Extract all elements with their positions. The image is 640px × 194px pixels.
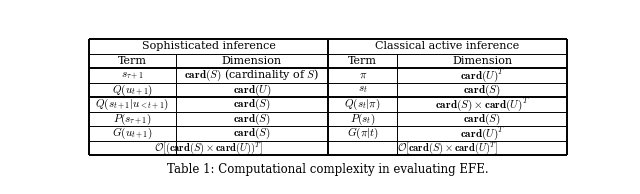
Text: $\mathbf{card}(U)^T$: $\mathbf{card}(U)^T$ bbox=[460, 67, 505, 84]
Text: $\mathbf{card}(S)$: $\mathbf{card}(S)$ bbox=[463, 82, 501, 98]
Text: $G(\pi|t)$: $G(\pi|t)$ bbox=[347, 126, 379, 141]
Text: $P(s_{\tau+1})$: $P(s_{\tau+1})$ bbox=[113, 111, 152, 127]
Text: $\mathbf{card}(S) \times \mathbf{card}(U)^T$: $\mathbf{card}(S) \times \mathbf{card}(U… bbox=[435, 96, 529, 113]
Text: $\mathbf{card}(S)$: $\mathbf{card}(S)$ bbox=[233, 126, 271, 141]
Text: $\mathcal{O}[\mathbf{card}(S) \times \mathbf{card}(U)^T]$: $\mathcal{O}[\mathbf{card}(S) \times \ma… bbox=[397, 140, 499, 156]
Text: $\mathbf{card}(S)$: $\mathbf{card}(S)$ bbox=[233, 97, 271, 112]
Text: $\mathbf{card}(S)$: $\mathbf{card}(S)$ bbox=[463, 111, 501, 127]
Text: $s_{\tau+1}$: $s_{\tau+1}$ bbox=[121, 70, 144, 81]
Text: Sophisticated inference: Sophisticated inference bbox=[141, 41, 275, 51]
Text: $Q(s_t|\pi)$: $Q(s_t|\pi)$ bbox=[344, 97, 381, 112]
Text: $\mathbf{card}(S)$: $\mathbf{card}(S)$ bbox=[233, 111, 271, 127]
Text: $\pi$: $\pi$ bbox=[358, 70, 367, 80]
Text: Table 1: Computational complexity in evaluating EFE.: Table 1: Computational complexity in eva… bbox=[167, 163, 489, 176]
Text: $\mathcal{O}[(\mathbf{card}(S) \times \mathbf{card}(U))^T]$: $\mathcal{O}[(\mathbf{card}(S) \times \m… bbox=[154, 140, 263, 156]
Text: $\mathbf{card}(U)$: $\mathbf{card}(U)$ bbox=[233, 82, 271, 98]
Text: $\mathbf{card}(S)$ (cardinality of $S$): $\mathbf{card}(S)$ (cardinality of $S$) bbox=[184, 68, 319, 83]
Text: Term: Term bbox=[348, 56, 377, 66]
Text: Classical active inference: Classical active inference bbox=[376, 41, 520, 51]
Text: Dimension: Dimension bbox=[452, 56, 512, 66]
Text: $G(u_{t+1})$: $G(u_{t+1})$ bbox=[112, 126, 153, 141]
Text: $\mathbf{card}(U)^T$: $\mathbf{card}(U)^T$ bbox=[460, 125, 505, 142]
Text: Dimension: Dimension bbox=[222, 56, 282, 66]
Text: $P(s_t)$: $P(s_t)$ bbox=[350, 111, 376, 127]
Text: $Q(s_{t+1}|u_{<t+1})$: $Q(s_{t+1}|u_{<t+1})$ bbox=[95, 97, 170, 112]
Text: Term: Term bbox=[118, 56, 147, 66]
Text: $s_t$: $s_t$ bbox=[358, 85, 367, 95]
Text: $Q(u_{t+1})$: $Q(u_{t+1})$ bbox=[112, 82, 153, 98]
